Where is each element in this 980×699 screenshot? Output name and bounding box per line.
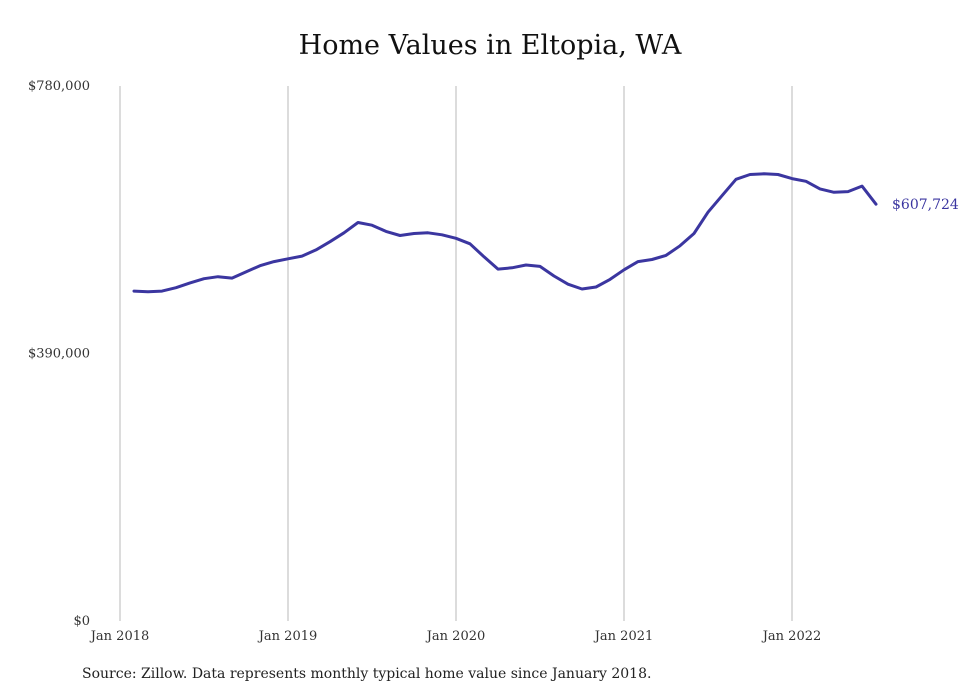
gridlines — [119, 86, 793, 621]
x-tick-label: Jan 2018 — [89, 629, 150, 644]
y-axis-ticks: $0 $390,000 $780,000 — [28, 79, 90, 629]
x-tick-label: Jan 2021 — [593, 629, 654, 644]
end-label-layer: $607,724 — [892, 197, 959, 213]
chart-title: Home Values in Eltopia, WA — [298, 30, 682, 61]
chart-source-note: Source: Zillow. Data represents monthly … — [82, 666, 652, 682]
x-tick-label: Jan 2019 — [257, 629, 318, 644]
series-layer — [132, 172, 878, 294]
y-tick-label: $0 — [73, 614, 90, 629]
y-tick-label: $780,000 — [28, 79, 90, 94]
end-value-label: $607,724 — [892, 197, 959, 213]
x-tick-label: Jan 2022 — [761, 629, 822, 644]
x-axis-ticks: Jan 2018 Jan 2019 Jan 2020 Jan 2021 Jan 2022 — [89, 629, 822, 644]
series-line — [132, 172, 878, 294]
y-tick-label: $390,000 — [28, 347, 90, 362]
x-tick-label: Jan 2020 — [425, 629, 486, 644]
